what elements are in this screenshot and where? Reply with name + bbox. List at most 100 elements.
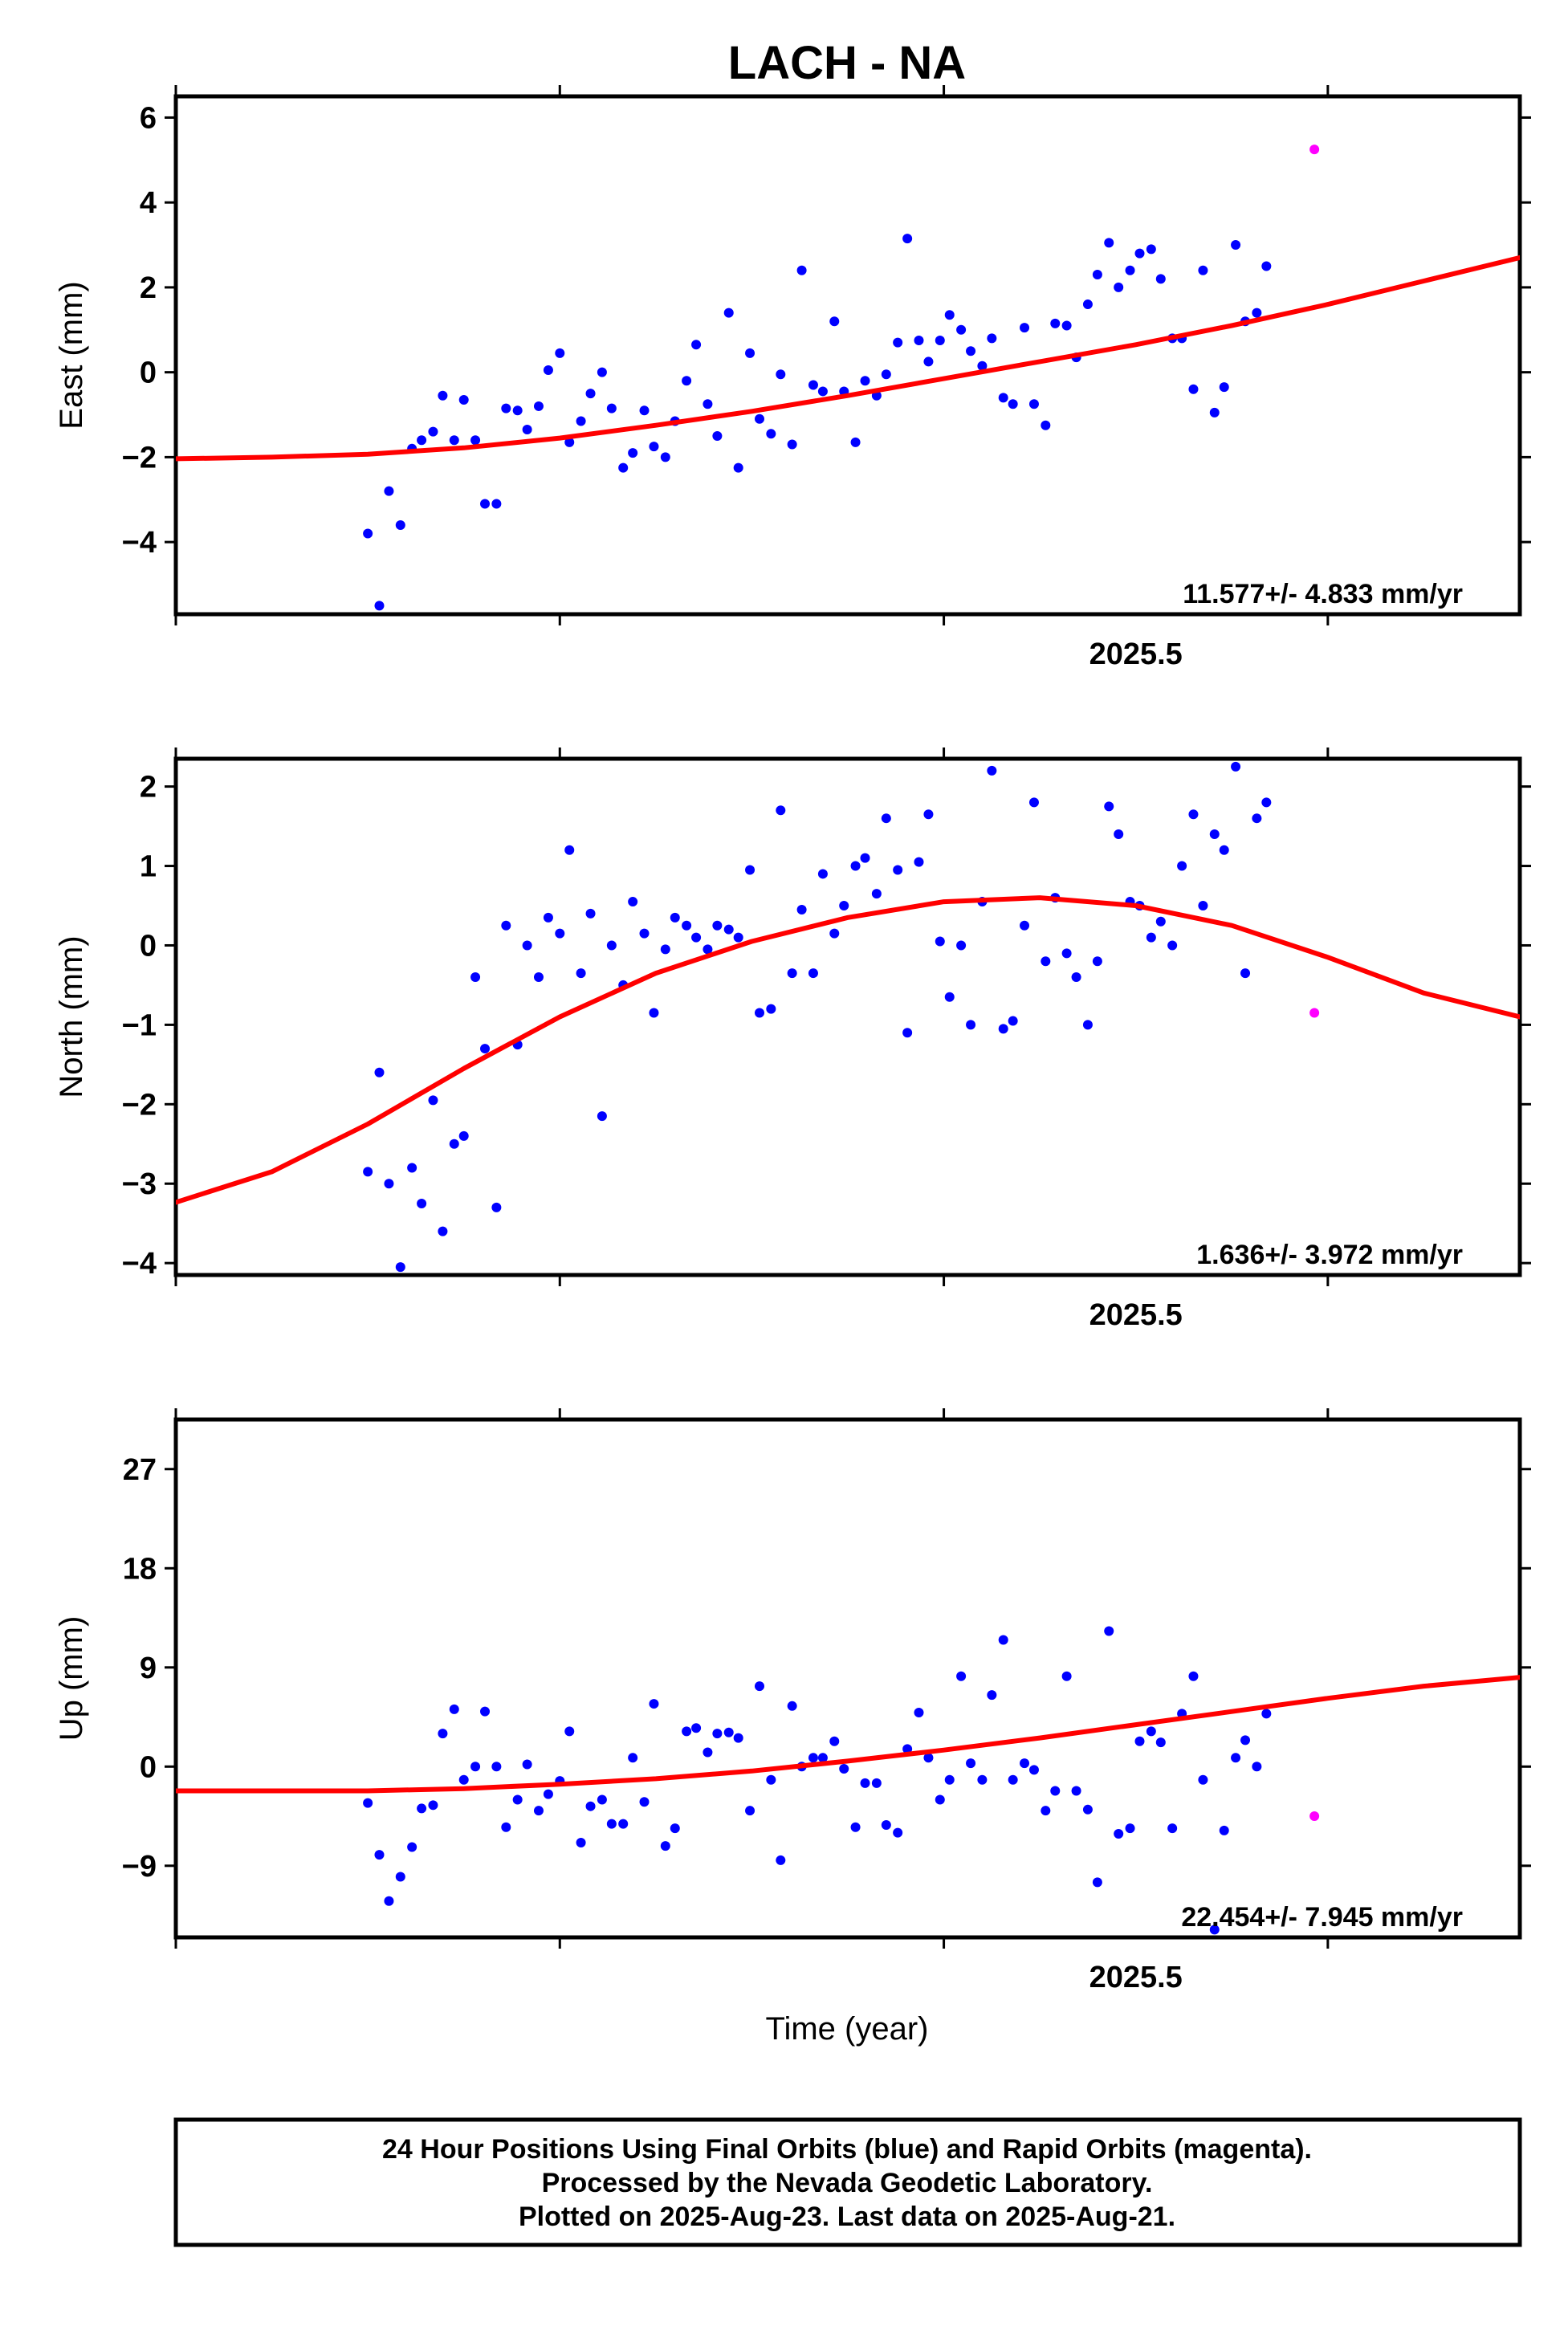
up-final-point [776, 1855, 786, 1865]
east-final-point [660, 452, 670, 462]
up-final-point [682, 1726, 692, 1737]
north-final-point [628, 897, 638, 907]
north-final-point [1146, 932, 1156, 943]
north-rapid-point [1309, 1008, 1320, 1018]
chart-title: LACH - NA [728, 37, 966, 89]
up-final-point [1092, 1877, 1102, 1888]
east-final-point [745, 348, 755, 358]
up-ytick-label: 0 [140, 1750, 157, 1784]
east-ytick-label: −4 [122, 526, 157, 560]
north-final-point [935, 936, 945, 947]
east-final-point [543, 365, 553, 376]
up-final-point [649, 1699, 659, 1709]
up-final-point [766, 1774, 776, 1785]
east-final-point [1104, 238, 1114, 248]
up-final-point [543, 1789, 553, 1799]
up-y-axis-label: Up (mm) [54, 1616, 89, 1741]
up-data-layer [176, 1626, 1520, 1935]
north-final-point [585, 908, 596, 919]
north-final-point [1092, 956, 1102, 967]
east-final-point [733, 462, 743, 473]
up-final-point [618, 1819, 629, 1829]
north-ytick-label: −4 [122, 1247, 157, 1281]
east-final-point [639, 405, 650, 416]
north-final-point [1008, 1016, 1018, 1026]
north-final-point [374, 1067, 385, 1077]
up-final-point [1028, 1765, 1039, 1775]
east-final-point [384, 486, 394, 496]
north-final-point [639, 928, 650, 939]
up-final-point [723, 1727, 734, 1737]
east-final-point [1261, 261, 1272, 271]
up-final-point [935, 1794, 945, 1805]
up-ytick-label: 27 [123, 1453, 157, 1487]
north-final-point [1231, 761, 1241, 772]
east-final-point [977, 360, 988, 371]
north-final-point [776, 805, 786, 816]
east-final-point [564, 437, 575, 447]
up-final-point [522, 1759, 532, 1770]
north-final-point [384, 1179, 394, 1189]
north-final-point [754, 1008, 764, 1018]
up-final-point [449, 1704, 459, 1714]
up-final-point [1209, 1925, 1220, 1935]
north-final-point [998, 1024, 1008, 1034]
north-final-point [881, 813, 891, 824]
north-final-point [1020, 920, 1030, 931]
north-final-point [1167, 940, 1178, 951]
footer-line-1: 24 Hour Positions Using Final Orbits (bl… [382, 2134, 1312, 2165]
up-final-point [1198, 1774, 1208, 1785]
east-fit-line [176, 255, 1520, 462]
east-final-point [682, 376, 692, 386]
east-final-point [491, 499, 502, 509]
up-final-point [1231, 1753, 1241, 1763]
east-final-point [142, 344, 152, 354]
north-final-point [745, 865, 755, 875]
up-final-point [829, 1736, 840, 1746]
up-panel: 27 18 9 0 −9 2025.5 Up (mm) 22.454+/- 7.945 mm/… [54, 1408, 1531, 1994]
footer-line-3: Plotted on 2025-Aug-23. Last data on 202… [519, 2202, 1175, 2232]
east-final-point [395, 519, 405, 530]
up-final-point [407, 1842, 417, 1852]
up-final-point [893, 1827, 903, 1838]
east-final-point [817, 386, 828, 397]
north-final-point [1028, 797, 1039, 808]
north-panel: 2 1 0 −1 −2 −3 −4 2025.5 North (mm) 1.636+/- 3.97… [54, 747, 1531, 1332]
up-final-point [1134, 1736, 1145, 1746]
up-final-point [606, 1819, 617, 1829]
east-final-point [649, 442, 659, 452]
east-final-point [881, 369, 891, 380]
north-final-point [787, 968, 797, 979]
up-final-point [998, 1635, 1008, 1645]
up-final-point [733, 1733, 743, 1743]
east-final-point [1231, 240, 1241, 251]
north-final-point [428, 1095, 438, 1106]
east-final-point [966, 346, 976, 356]
east-final-point [1252, 308, 1262, 318]
up-ytick-label: 9 [140, 1652, 157, 1685]
up-final-point [1146, 1726, 1156, 1737]
east-final-point [1134, 248, 1145, 259]
north-ytick-label: −2 [122, 1088, 157, 1122]
up-final-point [1082, 1804, 1093, 1815]
east-final-point [438, 390, 448, 401]
up-final-point [384, 1896, 394, 1906]
east-final-point [1008, 399, 1018, 409]
north-ytick-label: −3 [122, 1167, 157, 1201]
up-final-point [1252, 1762, 1262, 1772]
up-final-point [860, 1778, 870, 1788]
east-final-point [723, 308, 734, 318]
east-ytick-label: −2 [122, 441, 157, 475]
north-final-point [458, 1130, 469, 1141]
north-final-point [142, 1143, 152, 1153]
east-final-point [1050, 318, 1061, 328]
north-final-point [395, 1262, 405, 1273]
up-final-point [977, 1774, 988, 1785]
north-plot-frame [173, 756, 1522, 1277]
up-final-point [363, 1798, 373, 1808]
north-final-point [712, 920, 723, 931]
north-final-point [1104, 801, 1114, 812]
north-final-point [1061, 948, 1072, 959]
north-final-point [543, 912, 553, 923]
